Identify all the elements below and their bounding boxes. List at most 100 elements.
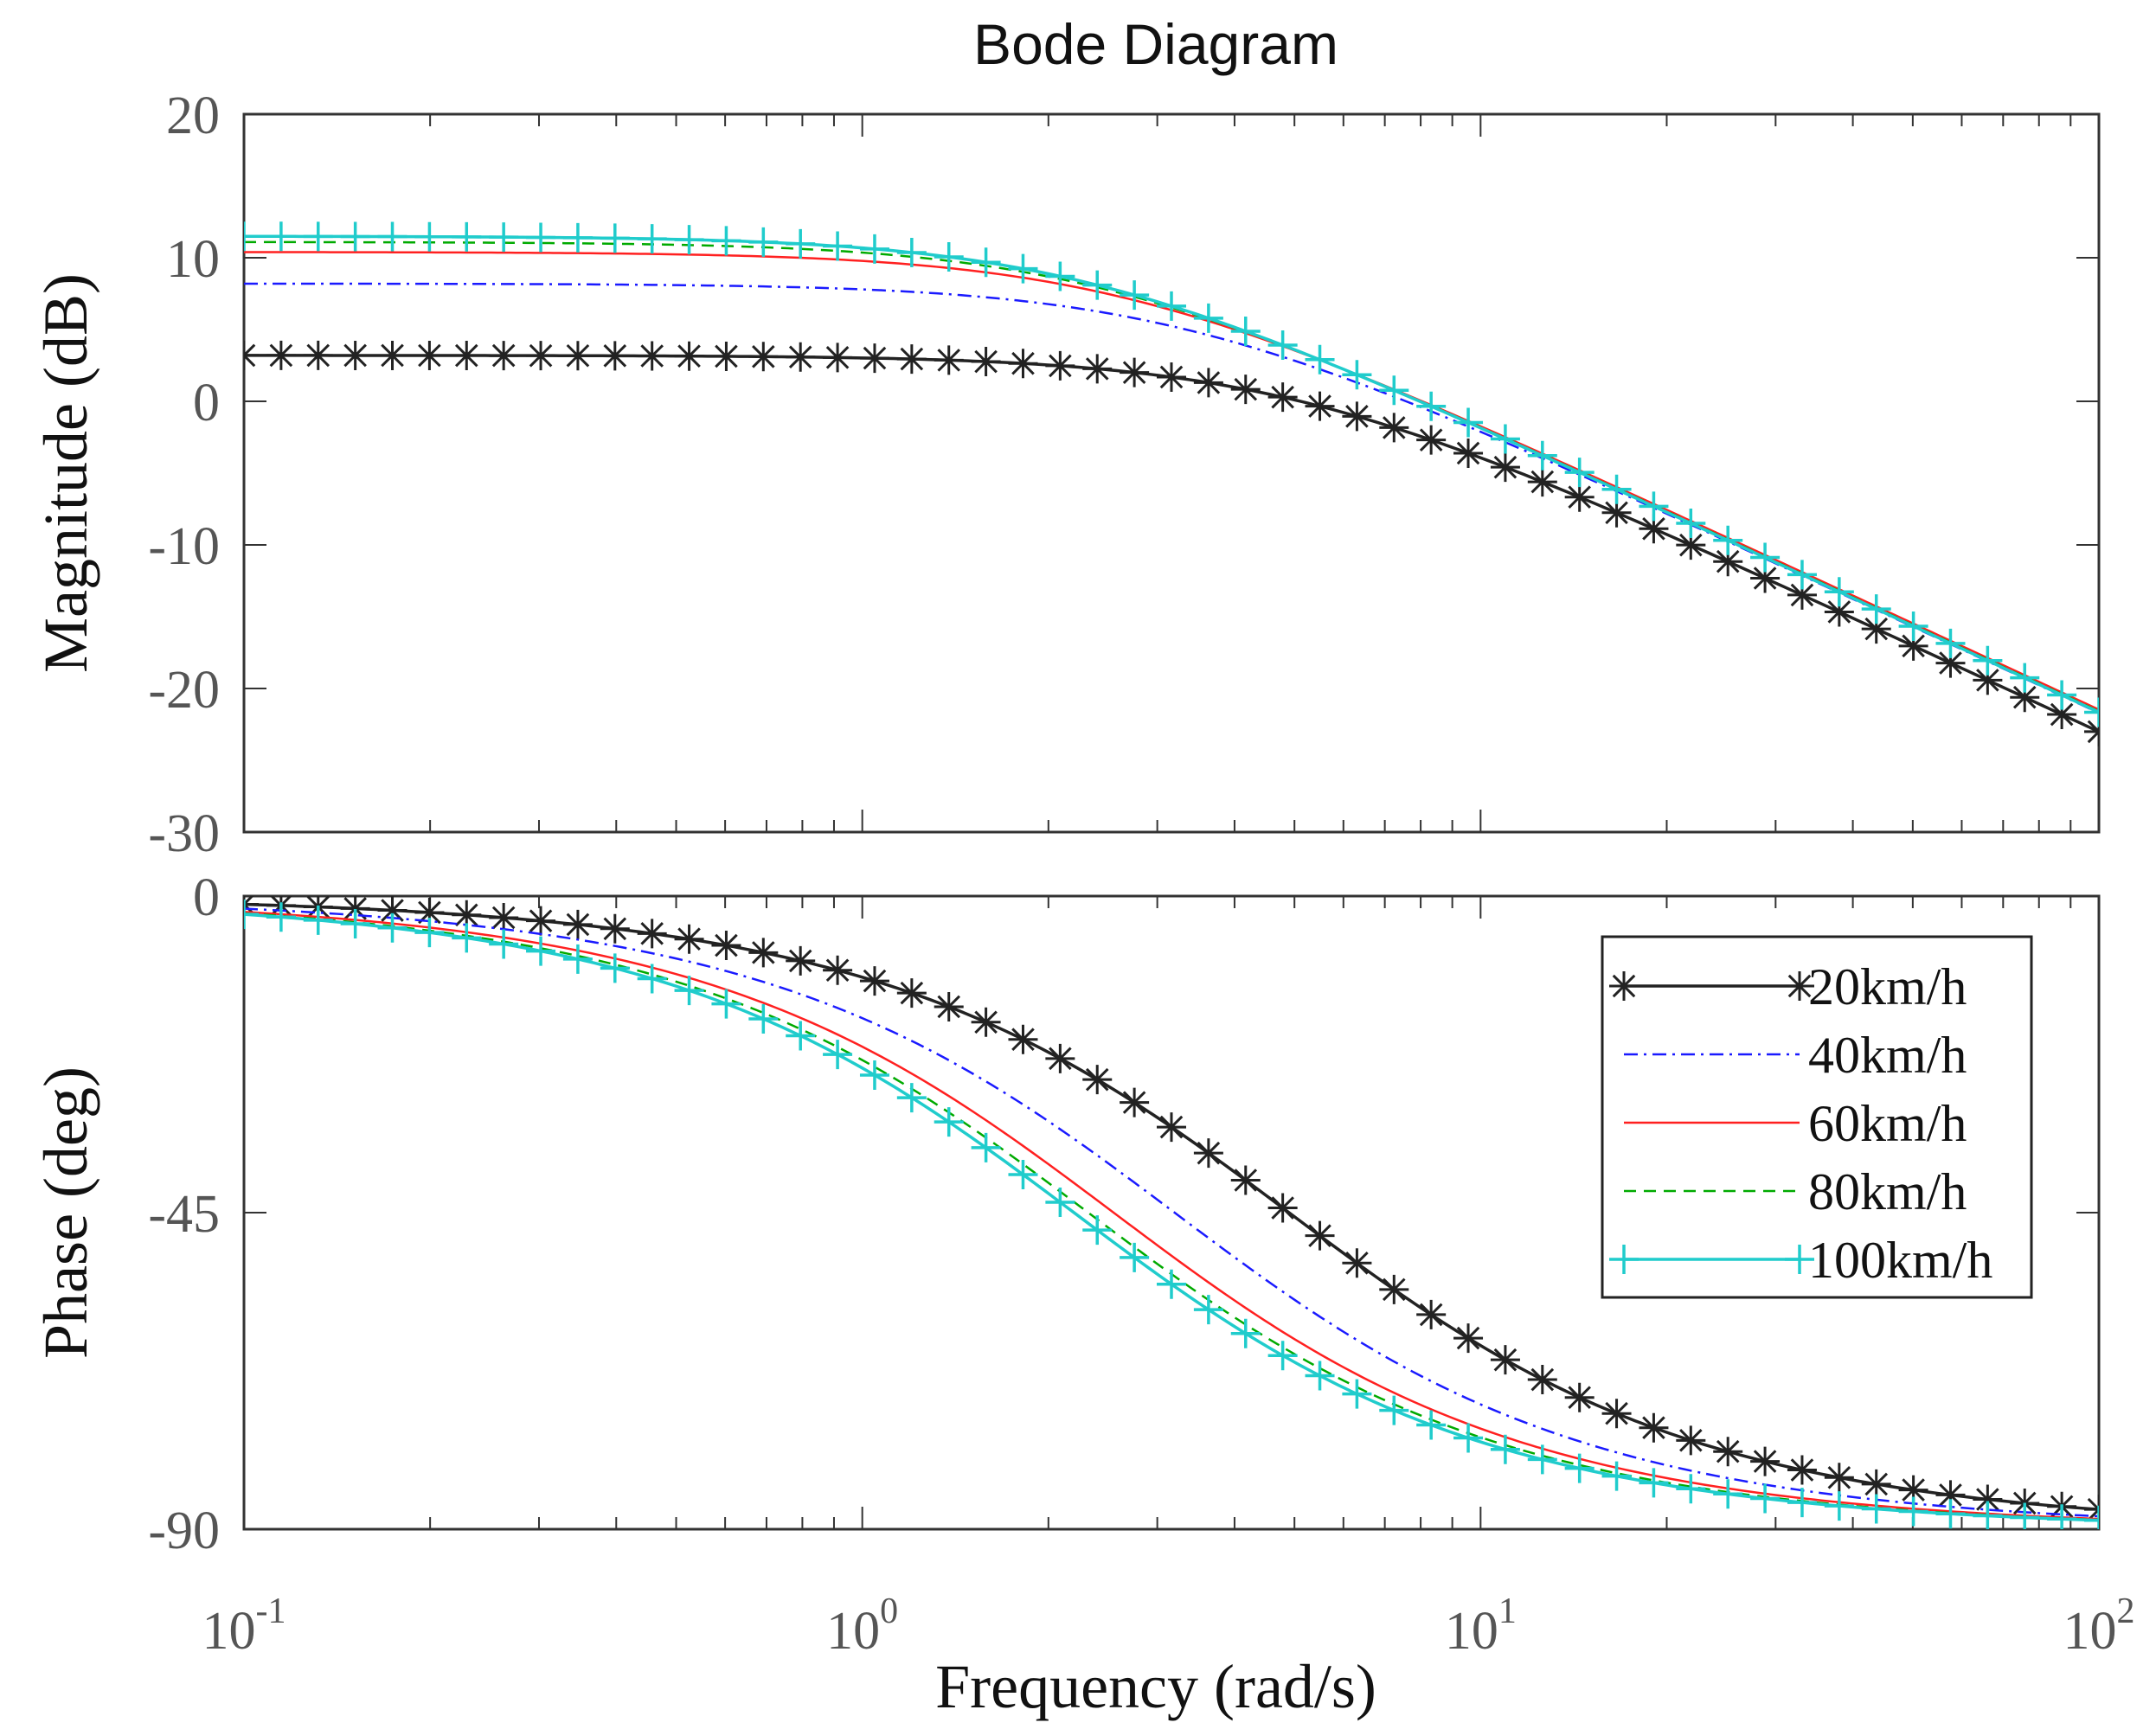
- asterisk-marker: [1935, 1480, 1966, 1510]
- plus-marker: [452, 221, 482, 252]
- asterisk-marker: [1342, 401, 1372, 432]
- magnitude-y-tick-label: 20: [166, 86, 220, 145]
- asterisk-marker: [934, 345, 964, 375]
- asterisk-marker: [1490, 1345, 1520, 1375]
- plus-marker: [600, 223, 630, 253]
- asterisk-marker: [711, 931, 741, 961]
- asterisk-marker: [489, 902, 519, 932]
- plus-marker: [1267, 330, 1298, 360]
- asterisk-marker: [934, 991, 964, 1021]
- plus-marker: [1267, 1341, 1298, 1371]
- asterisk-marker: [1230, 1165, 1261, 1195]
- asterisk-marker: [1861, 1469, 1891, 1499]
- asterisk-marker: [1527, 1365, 1557, 1395]
- magnitude-y-tick-label: 10: [166, 230, 220, 289]
- x-tick-label: 10-1: [202, 1591, 286, 1661]
- plus-marker: [637, 224, 667, 254]
- plus-marker: [1639, 491, 1669, 522]
- asterisk-marker: [1120, 357, 1150, 387]
- plus-marker: [1750, 1483, 1781, 1514]
- plus-marker: [1120, 280, 1150, 311]
- asterisk-marker: [1639, 1412, 1669, 1443]
- asterisk-marker: [786, 342, 816, 372]
- magnitude-y-tick-label: -10: [148, 517, 220, 576]
- plus-marker: [859, 1060, 889, 1091]
- plus-marker: [303, 221, 333, 252]
- legend-box: [1601, 935, 2033, 1299]
- plus-marker: [1750, 542, 1781, 573]
- asterisk-marker: [896, 344, 927, 375]
- plus-marker: [1305, 1361, 1335, 1391]
- plus-marker: [637, 964, 667, 994]
- asterisk-marker: [1787, 580, 1817, 610]
- phase-axes: 0 -45 -90 10-1 100 101 102: [148, 868, 2134, 1661]
- asterisk-marker: [1564, 482, 1595, 512]
- asterisk-marker: [1379, 413, 1409, 443]
- asterisk-marker: [1713, 547, 1743, 577]
- asterisk-marker: [414, 897, 445, 927]
- asterisk-marker: [452, 341, 482, 371]
- x-tick-label: 101: [1445, 1591, 1517, 1661]
- plus-marker: [896, 1083, 927, 1113]
- phase-y-tick-label: -90: [148, 1502, 220, 1560]
- plus-marker: [1230, 1318, 1261, 1348]
- plus-marker: [1490, 424, 1520, 454]
- asterisk-marker: [1008, 1024, 1038, 1054]
- magnitude-curves: [244, 221, 2099, 746]
- asterisk-marker: [1601, 497, 1632, 528]
- phase-y-tick-label: 0: [193, 868, 220, 927]
- asterisk-marker: [1305, 391, 1335, 421]
- asterisk-marker: [637, 919, 667, 949]
- asterisk-marker: [1750, 563, 1781, 593]
- asterisk-marker: [1120, 1087, 1150, 1117]
- legend-label: 100km/h: [1808, 1232, 1992, 1289]
- plus-marker: [748, 227, 779, 257]
- asterisk-marker: [600, 913, 630, 944]
- plus-marker: [1008, 253, 1038, 284]
- plus-marker: [1609, 1245, 1639, 1274]
- plus-marker: [452, 923, 482, 953]
- plus-marker: [1935, 1499, 1966, 1529]
- asterisk-marker: [896, 978, 927, 1009]
- plus-marker: [1564, 1453, 1595, 1483]
- asterisk-marker: [1713, 1437, 1743, 1467]
- plus-marker: [244, 900, 259, 930]
- asterisk-marker: [748, 342, 779, 372]
- magnitude-line-20km/h: [244, 354, 2099, 733]
- asterisk-marker: [489, 341, 519, 371]
- plus-marker: [823, 231, 853, 261]
- plus-marker: [1527, 1444, 1557, 1475]
- plus-marker: [1379, 1395, 1409, 1425]
- asterisk-marker: [859, 343, 889, 374]
- plus-marker: [859, 234, 889, 264]
- magnitude-line-80km/h: [244, 240, 2099, 713]
- magnitude-y-tick-label: -20: [148, 661, 220, 720]
- asterisk-marker: [1898, 631, 1928, 661]
- plus-marker: [414, 221, 445, 252]
- asterisk-marker: [303, 340, 333, 370]
- asterisk-marker: [452, 900, 482, 930]
- plus-marker: [1713, 525, 1743, 555]
- plus-marker: [1082, 270, 1113, 300]
- asterisk-marker: [1045, 1043, 1075, 1073]
- legend-label: 20km/h: [1808, 958, 1967, 1015]
- plus-marker: [414, 918, 445, 948]
- plus-marker: [600, 953, 630, 983]
- asterisk-marker: [377, 896, 407, 925]
- asterisk-marker: [1601, 1399, 1632, 1429]
- plus-marker: [1416, 1410, 1447, 1440]
- x-tick-label: 100: [826, 1591, 898, 1661]
- plus-marker: [244, 221, 259, 252]
- plus-marker: [2047, 680, 2077, 710]
- asterisk-marker: [711, 341, 741, 371]
- asterisk-marker: [562, 341, 593, 371]
- plus-marker: [303, 905, 333, 935]
- plus-marker: [934, 242, 964, 272]
- plus-marker: [1193, 1295, 1223, 1325]
- asterisk-marker: [1453, 438, 1484, 468]
- asterisk-marker: [1379, 1274, 1409, 1304]
- plus-marker: [1787, 560, 1817, 590]
- asterisk-marker: [1490, 452, 1520, 483]
- plus-marker: [1639, 1468, 1669, 1498]
